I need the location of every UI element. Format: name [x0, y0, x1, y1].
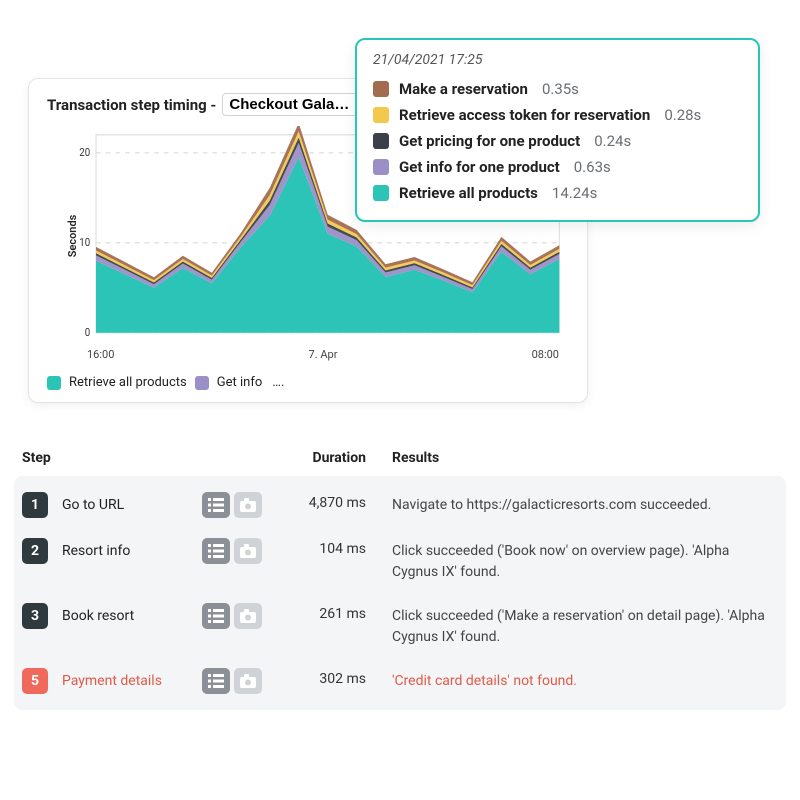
- cell-result: Click succeeded ('Make a reservation' on…: [392, 603, 778, 648]
- tooltip-value: 0.35s: [542, 80, 579, 98]
- chart-x-tick: 7. Apr: [309, 348, 338, 361]
- screenshot-icon[interactable]: [234, 538, 262, 564]
- tooltip-label: Get pricing for one product: [399, 132, 580, 150]
- svg-text:20: 20: [79, 145, 90, 159]
- chart-title-select-wrap[interactable]: Checkout Gala…: [222, 93, 373, 116]
- cell-step: 2 Resort info: [22, 538, 202, 564]
- cell-icons: [202, 603, 282, 629]
- legend-chip: [195, 376, 209, 390]
- tooltip-label: Retrieve access token for reservation: [399, 106, 650, 124]
- chart-tooltip: 21/04/2021 17:25 Make a reservation 0.35s…: [355, 38, 760, 222]
- cell-result: 'Credit card details' not found.: [392, 668, 778, 692]
- tooltip-row: Get info for one product 0.63s: [373, 154, 742, 180]
- cell-step: 1 Go to URL: [22, 492, 202, 518]
- tooltip-value: 0.63s: [574, 158, 611, 176]
- tooltip-swatch: [373, 185, 389, 201]
- legend-chip: [47, 376, 61, 390]
- step-number-badge: 2: [22, 538, 48, 564]
- tooltip-row: Make a reservation 0.35s: [373, 76, 742, 102]
- col-header-duration: Duration: [282, 450, 392, 466]
- tooltip-timestamp: 21/04/2021 17:25: [373, 52, 742, 68]
- step-name: Resort info: [62, 540, 130, 559]
- step-name: Payment details: [62, 670, 162, 689]
- screenshot-icon[interactable]: [234, 668, 262, 694]
- cell-step: 3 Book resort: [22, 603, 202, 629]
- col-header-step: Step: [22, 450, 202, 466]
- table-row: 2 Resort info 104 msClick succeeded ('Book…: [14, 528, 786, 593]
- tooltip-label: Make a reservation: [399, 80, 528, 98]
- tooltip-swatch: [373, 107, 389, 123]
- col-header-results: Results: [392, 450, 786, 466]
- legend-label: Retrieve all products: [69, 375, 187, 390]
- cell-duration: 104 ms: [282, 538, 392, 557]
- tooltip-rows: Make a reservation 0.35s Retrieve access t…: [373, 76, 742, 206]
- chart-y-axis-label: Seconds: [66, 215, 79, 258]
- log-icon[interactable]: [202, 668, 230, 694]
- legend-label: ….: [272, 375, 284, 390]
- cell-result: Click succeeded ('Book now' on overview …: [392, 538, 778, 583]
- step-number-badge: 5: [22, 668, 48, 694]
- chart-legend: Retrieve all products Get info ….: [47, 375, 569, 390]
- cell-duration: 261 ms: [282, 603, 392, 622]
- tooltip-swatch: [373, 81, 389, 97]
- cell-icons: [202, 668, 282, 694]
- tooltip-row: Get pricing for one product 0.24s: [373, 128, 742, 154]
- table-row: 5 Payment details 302 ms'Credit card detai…: [14, 658, 786, 704]
- tooltip-value: 0.24s: [594, 132, 631, 150]
- step-name: Book resort: [62, 605, 134, 624]
- chart-x-tick: 08:00: [532, 348, 559, 361]
- table-header: Step Duration Results: [14, 450, 786, 476]
- step-name: Go to URL: [62, 494, 124, 513]
- cell-icons: [202, 538, 282, 564]
- tooltip-label: Retrieve all products: [399, 184, 538, 202]
- steps-table: Step Duration Results 1 Go to URL 4,870 ms…: [14, 450, 786, 710]
- cell-duration: 4,870 ms: [282, 492, 392, 511]
- tooltip-swatch: [373, 133, 389, 149]
- tooltip-row: Retrieve access token for reservation 0.2…: [373, 102, 742, 128]
- table-rows: 1 Go to URL 4,870 msNavigate to https://ga…: [14, 476, 786, 710]
- tooltip-label: Get info for one product: [399, 158, 560, 176]
- tooltip-row: Retrieve all products 14.24s: [373, 180, 742, 206]
- step-number-badge: 1: [22, 492, 48, 518]
- cell-step: 5 Payment details: [22, 668, 202, 694]
- tooltip-value: 14.24s: [552, 184, 597, 202]
- chart-x-ticks: 16:00 7. Apr 08:00: [87, 348, 559, 361]
- log-icon[interactable]: [202, 538, 230, 564]
- legend-label: Get info: [217, 375, 263, 390]
- table-row: 3 Book resort 261 msClick succeeded ('Make…: [14, 593, 786, 658]
- log-icon[interactable]: [202, 492, 230, 518]
- log-icon[interactable]: [202, 603, 230, 629]
- svg-text:10: 10: [79, 235, 90, 249]
- chart-title-prefix: Transaction step timing -: [47, 96, 216, 114]
- svg-text:0: 0: [85, 325, 91, 339]
- screenshot-icon[interactable]: [234, 492, 262, 518]
- table-row: 1 Go to URL 4,870 msNavigate to https://ga…: [14, 482, 786, 528]
- cell-result: Navigate to https://galacticresorts.com …: [392, 492, 778, 516]
- col-header-icons: [202, 450, 282, 466]
- tooltip-swatch: [373, 159, 389, 175]
- cell-icons: [202, 492, 282, 518]
- chart-x-tick: 16:00: [87, 348, 114, 361]
- cell-duration: 302 ms: [282, 668, 392, 687]
- chart-title-select[interactable]: Checkout Gala…: [222, 93, 373, 116]
- step-number-badge: 3: [22, 603, 48, 629]
- tooltip-value: 0.28s: [664, 106, 701, 124]
- screenshot-icon[interactable]: [234, 603, 262, 629]
